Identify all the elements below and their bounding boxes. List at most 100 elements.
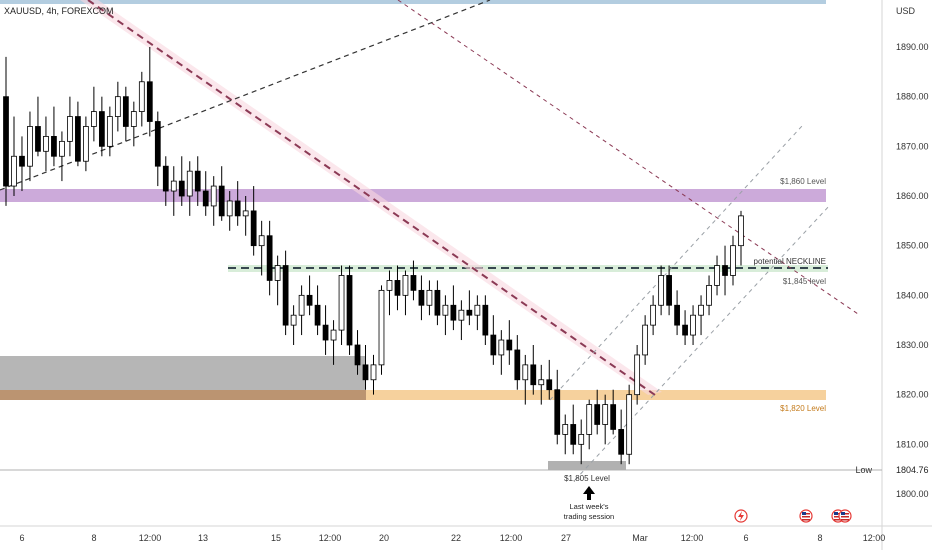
price-tick-label: 1810.00 — [896, 439, 929, 449]
top-zone-band — [0, 0, 826, 4]
candle-body — [59, 140, 65, 157]
us-flag-event-icon-3[interactable] — [838, 509, 852, 523]
candle — [442, 295, 449, 336]
level-1805-zone — [548, 461, 626, 470]
candle-body — [458, 309, 465, 321]
candle-body — [210, 185, 217, 207]
candle — [698, 295, 704, 336]
candle-body — [114, 96, 121, 117]
candle — [578, 419, 585, 465]
candle — [274, 255, 281, 306]
candle — [706, 275, 712, 316]
candle — [27, 111, 33, 182]
candlestick-series — [3, 47, 744, 465]
candle-body — [226, 200, 233, 217]
candle — [730, 235, 736, 286]
candle — [106, 106, 113, 157]
candle-body — [11, 155, 17, 187]
candle-body — [91, 111, 97, 127]
time-tick-label: Mar — [632, 533, 648, 543]
price-tick-label: 1870.00 — [896, 141, 929, 151]
candle — [138, 71, 145, 127]
time-tick-label: 27 — [561, 533, 571, 543]
candle — [322, 305, 329, 355]
level-1820-zone — [0, 390, 826, 400]
candle — [410, 260, 417, 301]
candle — [35, 96, 41, 157]
candle-body — [642, 324, 649, 356]
candle-body — [362, 364, 369, 381]
price-axis-ticks: 1890.00 1880.00 1870.00 1860.00 1850.00 1840.… — [896, 42, 929, 499]
candle — [338, 265, 345, 345]
candle — [402, 270, 409, 316]
candle-body — [442, 304, 449, 316]
candle-body — [690, 314, 696, 336]
candle-body — [130, 111, 137, 127]
candle — [530, 345, 537, 395]
plot-background — [0, 0, 882, 526]
candle-body — [506, 339, 513, 351]
candle-body — [538, 379, 545, 386]
candle — [19, 136, 25, 192]
candle-body — [146, 81, 153, 122]
candle-body — [178, 180, 185, 197]
candle — [722, 245, 728, 296]
candle — [674, 290, 680, 336]
candle-body — [730, 245, 736, 276]
candle — [282, 250, 289, 336]
candle-body — [75, 116, 81, 162]
candle-body — [706, 284, 712, 306]
candle-body — [586, 404, 593, 435]
candle — [170, 166, 177, 216]
candle-body — [194, 170, 201, 192]
candle-body — [338, 275, 345, 331]
candle-body — [290, 314, 297, 326]
up-arrow-icon — [583, 486, 595, 500]
currency-label: USD — [896, 6, 916, 16]
candle-body — [35, 126, 41, 152]
candle-body — [370, 364, 377, 381]
level-1820-label: $1,820 Level — [780, 404, 826, 413]
candle — [594, 389, 601, 435]
candle — [450, 285, 457, 331]
candle-body — [3, 96, 9, 187]
candle — [266, 220, 273, 296]
candle-body — [426, 289, 433, 306]
candle-body — [634, 354, 641, 396]
candle-body — [618, 429, 625, 455]
candle — [626, 384, 633, 465]
candle — [458, 300, 465, 341]
lightning-event-icon[interactable] — [734, 509, 748, 523]
candle-body — [722, 265, 728, 276]
candle — [242, 196, 249, 236]
downtrend-channel-band — [80, 0, 662, 395]
level-1805-label: $1,805 Level — [564, 474, 610, 483]
neckline-label: potential NECKLINE — [754, 257, 826, 266]
candle-body — [554, 389, 561, 435]
session-label-line1: Last week's — [570, 502, 609, 511]
price-tick-label: 1850.00 — [896, 241, 929, 251]
candle — [634, 345, 641, 405]
time-tick-label: 20 — [379, 533, 389, 543]
candle-body — [298, 294, 305, 316]
candle-body — [138, 81, 145, 112]
candle-body — [410, 275, 417, 291]
candle-body — [738, 215, 744, 247]
candle — [75, 101, 81, 167]
candle-body — [306, 294, 313, 306]
candle-body — [186, 170, 193, 197]
candle-body — [346, 275, 353, 346]
candle — [658, 265, 664, 316]
candle-body — [234, 200, 241, 217]
candle-body — [51, 135, 57, 157]
price-tick-label: 1800.00 — [896, 489, 929, 499]
downtrend-line-secondary — [397, 0, 859, 315]
candle — [538, 364, 545, 405]
candle — [554, 369, 561, 445]
time-tick-label: 6 — [19, 533, 24, 543]
candle — [298, 285, 305, 336]
candle — [91, 86, 97, 142]
candle-body — [266, 235, 273, 281]
us-flag-event-icon[interactable] — [799, 509, 813, 523]
